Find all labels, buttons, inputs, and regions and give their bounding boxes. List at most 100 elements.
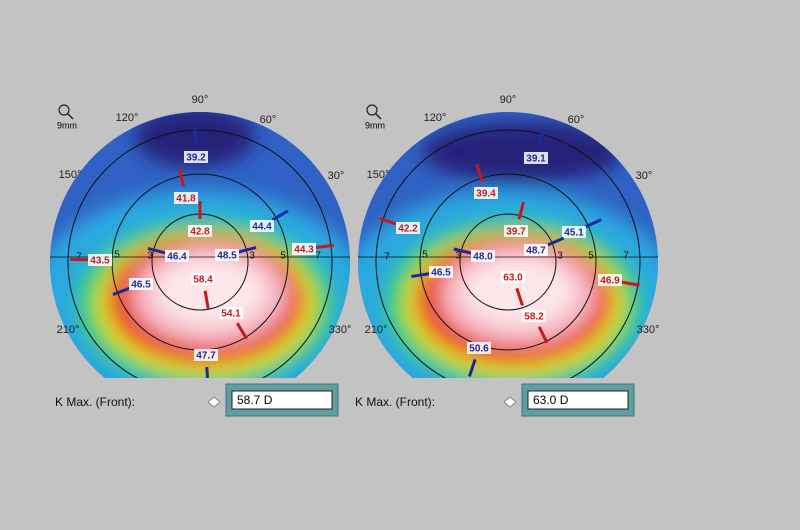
reading-box: [524, 244, 548, 256]
topography-map: 7 5 3 3 5 7 39.1 39.4 42.2 39.7 45.1 48.0 48.7 46.5 63…: [358, 112, 658, 378]
reading-tick: [238, 246, 257, 254]
reading-box: [174, 192, 198, 204]
ring-label: 7: [76, 252, 82, 263]
reading: 50.6: [469, 344, 489, 355]
reading-tick: [475, 163, 484, 183]
zoom-icon-handle: [67, 113, 74, 120]
reading-box: [396, 222, 420, 234]
reading-box: [522, 310, 546, 322]
reading: 42.8: [190, 227, 210, 238]
ring: [67, 129, 333, 378]
zoom-label: 9mm: [57, 120, 77, 130]
reading: 47.7: [196, 351, 216, 362]
reading-tick: [537, 326, 549, 344]
angle-label: 60°: [260, 114, 277, 126]
ring-label: 5: [114, 250, 120, 261]
ring-label: 5: [588, 251, 594, 262]
reading-tick: [515, 287, 524, 306]
reading: 63.0: [503, 273, 523, 284]
reading-box: [504, 225, 528, 237]
ring-label: 3: [147, 251, 153, 262]
reading: 44.4: [252, 222, 272, 233]
k-max-label: K Max. (Front):: [355, 395, 435, 409]
reading-tick: [235, 322, 248, 340]
reading: 41.8: [176, 194, 196, 205]
reading-box: [219, 307, 243, 319]
ring-label: 7: [623, 251, 629, 262]
reading-tick: [315, 243, 334, 249]
reading: 58.4: [193, 275, 213, 286]
k-max-label: K Max. (Front):: [55, 395, 135, 409]
reading-tick: [205, 366, 209, 378]
reading-tick: [546, 236, 565, 247]
ring: [375, 129, 641, 378]
ring: [419, 173, 597, 351]
reading: 46.5: [431, 268, 451, 279]
angle-label: 330°: [637, 324, 660, 336]
k-max-value: 63.0 D: [533, 393, 569, 407]
reading-box: [474, 187, 498, 199]
reading: 46.5: [131, 280, 151, 291]
steep-zone: [423, 122, 623, 182]
angle-label: 210°: [365, 324, 388, 336]
reading-tick: [147, 246, 166, 255]
reading-box: [88, 254, 112, 266]
reading-tick: [537, 128, 546, 147]
angle-label: 30°: [328, 170, 345, 182]
reading-tick: [271, 209, 289, 222]
map-colors: [358, 112, 658, 378]
reading-box: [562, 226, 586, 238]
reading-box: [250, 220, 274, 232]
map-gradient: [358, 122, 658, 378]
color-zone: [154, 258, 266, 326]
angle-label: 150°: [367, 169, 390, 181]
ring-label: 3: [249, 251, 255, 262]
reading-tick: [453, 247, 472, 255]
k-max-value: 58.7 D: [237, 393, 273, 407]
zoom-label: 9mm: [365, 120, 385, 130]
reading: 58.2: [524, 312, 544, 323]
reading-box: [524, 152, 548, 164]
reading-box: [129, 278, 153, 290]
reading: 42.2: [398, 224, 418, 235]
reading-box: [215, 249, 239, 261]
reading: 44.3: [294, 245, 314, 256]
angle-label: 90°: [192, 94, 209, 106]
reading-box: [184, 151, 208, 163]
angle-label: 120°: [116, 112, 139, 124]
reading: 45.1: [564, 228, 584, 239]
reading-box: [467, 342, 491, 354]
reading: 48.7: [526, 246, 546, 257]
angle-label: 330°: [329, 324, 352, 336]
marker: [503, 396, 517, 408]
angle-label: 90°: [500, 94, 517, 106]
reading-tick: [411, 272, 430, 278]
reading: 48.5: [217, 251, 237, 262]
ring-label: 3: [557, 251, 563, 262]
reading: 43.5: [90, 256, 110, 267]
reading-box: [188, 225, 212, 237]
reading: 54.1: [221, 309, 241, 320]
ring-label: 5: [280, 251, 286, 262]
zoom-icon-handle: [375, 113, 382, 120]
ring-label: 7: [315, 251, 321, 262]
angle-label: 120°: [424, 112, 447, 124]
reading-tick: [193, 126, 198, 146]
reading-tick: [517, 201, 525, 220]
angle-label: 210°: [57, 324, 80, 336]
marker: [207, 396, 221, 408]
reading-box: [598, 274, 622, 286]
reading: 39.4: [476, 189, 496, 200]
reading-box: [191, 273, 215, 285]
ring: [459, 213, 557, 311]
reading: 39.7: [506, 227, 526, 238]
reading: 46.9: [600, 276, 620, 287]
reading-box: [501, 271, 525, 283]
reading-box: [471, 250, 495, 262]
ring-label: 5: [422, 250, 428, 261]
reading-tick: [379, 216, 398, 226]
reading: 39.2: [186, 153, 206, 164]
zoom-icon: [58, 104, 70, 116]
